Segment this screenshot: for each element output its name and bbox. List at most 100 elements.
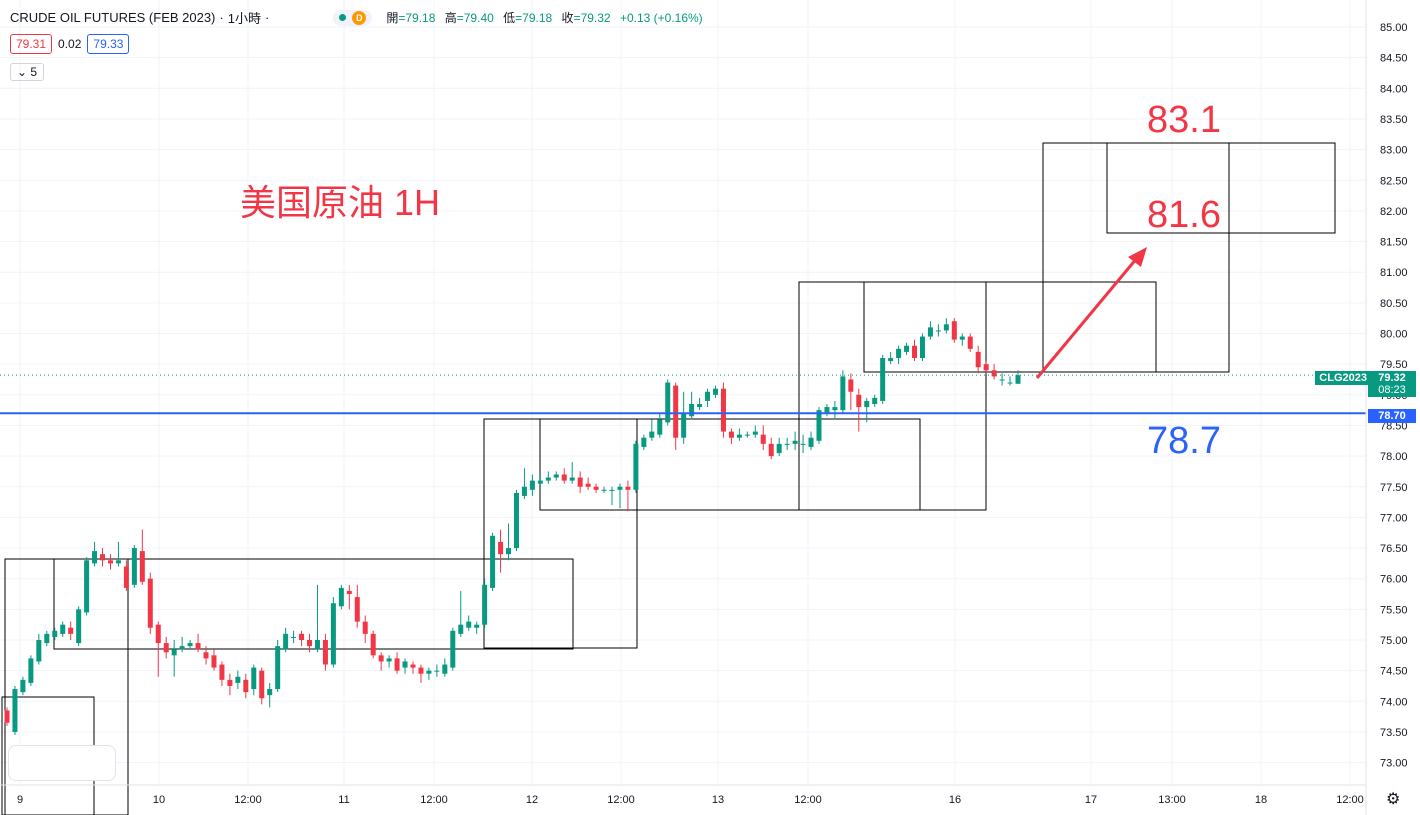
target-mid-label[interactable]: 81.6 <box>1147 194 1221 236</box>
candle <box>155 621 161 677</box>
price-tick-label: 79.50 <box>1380 359 1408 371</box>
chart-annotation-title[interactable]: 美国原油 1H <box>240 182 441 223</box>
candle <box>203 646 209 665</box>
time-tick-label: 13 <box>712 794 724 806</box>
candle <box>641 434 647 450</box>
candle <box>362 615 368 644</box>
candle <box>951 318 957 343</box>
candle <box>665 379 671 426</box>
candle <box>267 682 273 708</box>
candle <box>187 640 193 650</box>
interval-label[interactable]: 1小時 <box>227 11 261 26</box>
candle <box>28 655 34 686</box>
grid-lines <box>0 0 1366 785</box>
candle <box>44 630 50 647</box>
candle <box>991 364 997 380</box>
candle <box>545 471 551 484</box>
candle <box>617 483 623 509</box>
time-tick-label: 12:00 <box>234 794 262 806</box>
price-tick-label: 77.00 <box>1380 512 1408 524</box>
close-value: =79.32 <box>573 11 611 25</box>
chart-header: CRUDE OIL FUTURES (FEB 2023) · 1小時 · D 開… <box>10 8 709 27</box>
price-tick-label: 81.50 <box>1380 237 1408 249</box>
time-tick-label: 10 <box>153 794 165 806</box>
price-tick-label: 83.50 <box>1380 114 1408 126</box>
candle <box>378 652 384 671</box>
candle <box>179 636 185 653</box>
arrow-annotation <box>1035 247 1147 379</box>
close-key: 收 <box>561 11 574 25</box>
time-tick-label: 11 <box>338 794 349 806</box>
candle <box>569 462 575 484</box>
candle <box>115 541 121 567</box>
candle <box>1015 370 1021 384</box>
candle <box>354 584 360 628</box>
candle <box>227 673 233 696</box>
chevron-down-icon: ⌄ <box>17 65 28 79</box>
candle <box>498 529 504 573</box>
candle <box>219 661 225 686</box>
price-tick-label: 78.00 <box>1380 451 1408 463</box>
candle <box>935 324 941 337</box>
indicators-toggle[interactable]: ⌄ 5 <box>10 63 45 81</box>
candle <box>370 630 376 659</box>
line-price-tag: 78.70 <box>1368 409 1416 423</box>
candle <box>657 413 663 438</box>
market-open-icon <box>339 14 347 21</box>
candle <box>792 431 798 450</box>
candle <box>919 333 925 362</box>
candle <box>52 627 58 640</box>
price-tick-label: 74.50 <box>1380 666 1408 678</box>
candle <box>402 658 408 674</box>
symbol-title[interactable]: CRUDE OIL FUTURES (FEB 2023) <box>10 10 216 25</box>
candle <box>625 480 631 512</box>
current-price-value: 79.32 <box>1378 372 1406 384</box>
support-label[interactable]: 78.7 <box>1147 420 1221 462</box>
gear-icon[interactable]: ⚙ <box>1386 791 1401 808</box>
candle <box>681 391 687 444</box>
time-axis[interactable]: 9 10 12:00 11 12:00 12 12:00 13 12:00 16 17 13:00 18… <box>17 794 1364 806</box>
candle <box>235 670 241 690</box>
candle <box>728 428 734 444</box>
sell-button[interactable]: 79.31 <box>10 34 53 54</box>
price-tick-label: 76.50 <box>1380 543 1408 555</box>
candle <box>243 673 249 699</box>
indicator-count: 5 <box>30 65 38 79</box>
time-tick-label: 12:00 <box>607 794 635 806</box>
blank-label-box <box>8 745 116 781</box>
high-key: 高 <box>444 11 457 25</box>
candle <box>12 685 18 736</box>
candle <box>100 548 106 567</box>
time-tick-label: 9 <box>17 794 23 806</box>
candle <box>912 339 918 362</box>
candle <box>577 471 583 493</box>
separator: · <box>264 10 270 25</box>
candlestick-series <box>4 318 1021 736</box>
candle <box>537 474 543 487</box>
candle <box>386 655 392 668</box>
candle <box>36 633 42 665</box>
price-tick-label: 73.00 <box>1380 758 1408 770</box>
candle <box>521 468 527 500</box>
status-pill[interactable]: D <box>333 9 373 26</box>
price-tick-label: 80.50 <box>1380 298 1408 310</box>
candle <box>856 388 862 432</box>
price-tick-label: 81.00 <box>1380 267 1408 279</box>
target-high-label[interactable]: 83.1 <box>1147 99 1221 141</box>
candle <box>490 532 496 591</box>
time-tick-label: 17 <box>1085 794 1097 806</box>
buy-button[interactable]: 79.33 <box>87 34 130 54</box>
candle <box>880 354 886 404</box>
candle <box>840 370 846 414</box>
candle <box>259 667 265 705</box>
candle <box>744 431 750 438</box>
price-tick-label: 76.00 <box>1380 574 1408 586</box>
candle <box>211 649 217 671</box>
candle <box>609 486 615 506</box>
candle <box>784 437 790 450</box>
separator: · <box>219 10 224 25</box>
open-value: =79.18 <box>398 11 436 25</box>
candle <box>529 474 535 496</box>
price-tick-label: 74.00 <box>1380 696 1408 708</box>
